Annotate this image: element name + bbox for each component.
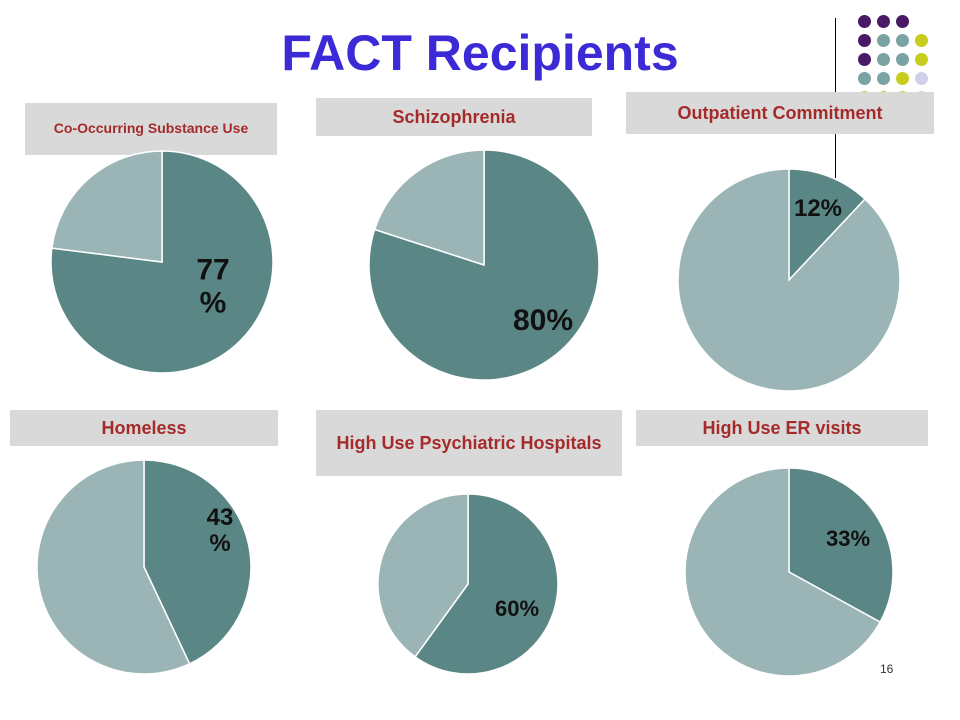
- chart-title-homeless: Homeless: [10, 410, 278, 446]
- decorative-dot: [877, 72, 890, 85]
- slide-title: FACT Recipients: [281, 25, 679, 81]
- decorative-dot: [877, 53, 890, 66]
- pie-slice-label: 77%: [196, 254, 229, 320]
- decorative-dot: [896, 34, 909, 47]
- pie-slice: [377, 493, 469, 658]
- pie-slice: [368, 149, 600, 381]
- pie-slice: [677, 168, 901, 392]
- decorative-dot: [858, 72, 871, 85]
- chart-title-psychiatric-hospitals: High Use Psychiatric Hospitals: [316, 410, 622, 476]
- chart-title-outpatient-commitment: Outpatient Commitment: [626, 92, 934, 134]
- chart-title-co-occurring: Co-Occurring Substance Use: [25, 103, 277, 155]
- decorative-dot: [896, 72, 909, 85]
- pie-slice: [50, 150, 274, 374]
- decorative-dot: [858, 15, 871, 28]
- pie-slice: [373, 149, 485, 267]
- decorative-dot: [858, 53, 871, 66]
- decorative-dot: [877, 34, 890, 47]
- pie-slice: [36, 459, 191, 675]
- pie-slice-label: 43%: [207, 504, 234, 557]
- chart-title-schizophrenia: Schizophrenia: [316, 98, 592, 136]
- decorative-dot: [896, 53, 909, 66]
- pie-slice: [788, 168, 867, 282]
- decorative-dot: [896, 15, 909, 28]
- decorative-dot: [915, 34, 928, 47]
- decorative-dot: [915, 72, 928, 85]
- decorative-dot: [877, 15, 890, 28]
- pie-slice: [51, 150, 163, 263]
- decorative-dot: [858, 34, 871, 47]
- chart-title-er-visits: High Use ER visits: [636, 410, 928, 446]
- pie-slice-label: 80%: [513, 304, 573, 337]
- pie-slice-label: 60%: [495, 596, 539, 621]
- pie-slice-label: 33%: [826, 526, 870, 551]
- slide-number: 16: [880, 662, 894, 676]
- pie-slice: [143, 459, 252, 665]
- pie-slice: [684, 467, 882, 677]
- decorative-dot: [915, 53, 928, 66]
- pie-slice: [788, 467, 894, 624]
- pie-slice: [414, 493, 559, 675]
- pie-slice-label: 12%: [794, 195, 842, 222]
